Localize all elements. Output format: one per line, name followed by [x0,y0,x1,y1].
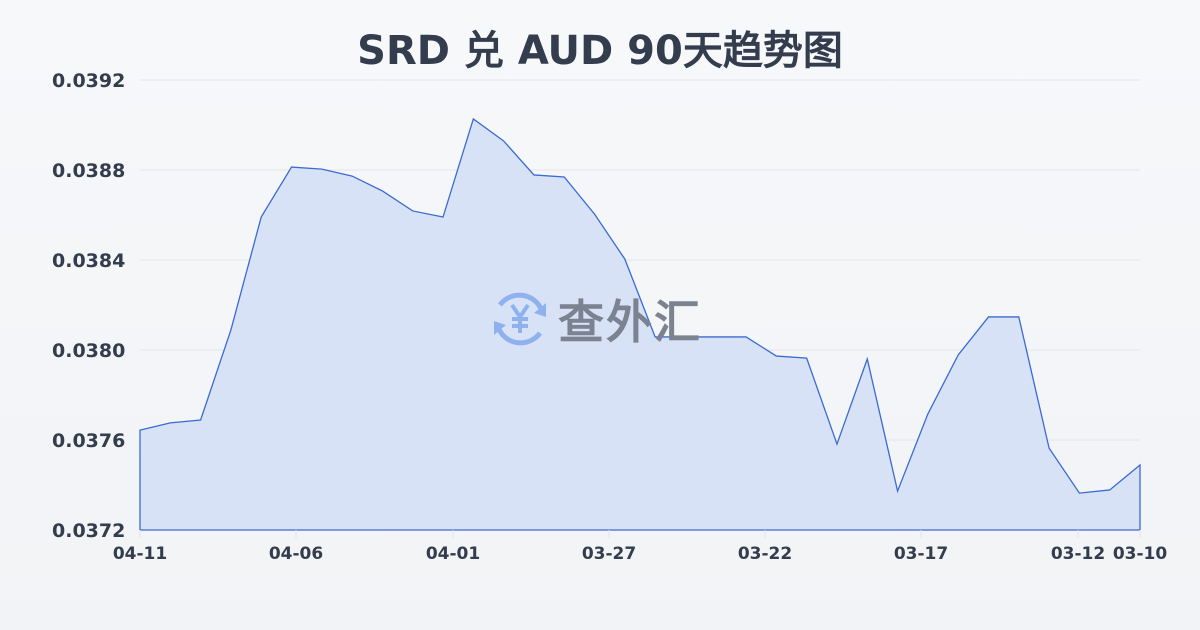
y-tick-label: 0.0376 [52,430,125,452]
x-tick-label: 04-01 [426,544,480,564]
y-tick-label: 0.0388 [52,160,125,182]
x-tick-label: 03-10 [1113,544,1168,564]
series-line [139,117,1141,530]
x-tick-label: 03-27 [582,544,636,564]
x-tick-label: 03-12 [1051,544,1105,564]
yen-exchange-icon [494,292,546,346]
watermark: 查外汇 [490,286,702,352]
y-tick-label: 0.0380 [52,340,125,362]
watermark-text: 查外汇 [558,295,702,349]
area-fill [140,118,1140,531]
y-tick-label: 0.0384 [52,250,125,272]
x-tick-label: 03-22 [738,544,792,564]
x-tick-label: 04-11 [113,544,167,564]
x-tick-label: 04-06 [269,544,323,564]
chart-title: SRD 兑 AUD 90天趋势图 [357,28,843,74]
y-tick-label: 0.0392 [52,70,125,92]
y-tick-label: 0.0372 [52,520,125,542]
x-tick-label: 03-17 [894,544,948,564]
